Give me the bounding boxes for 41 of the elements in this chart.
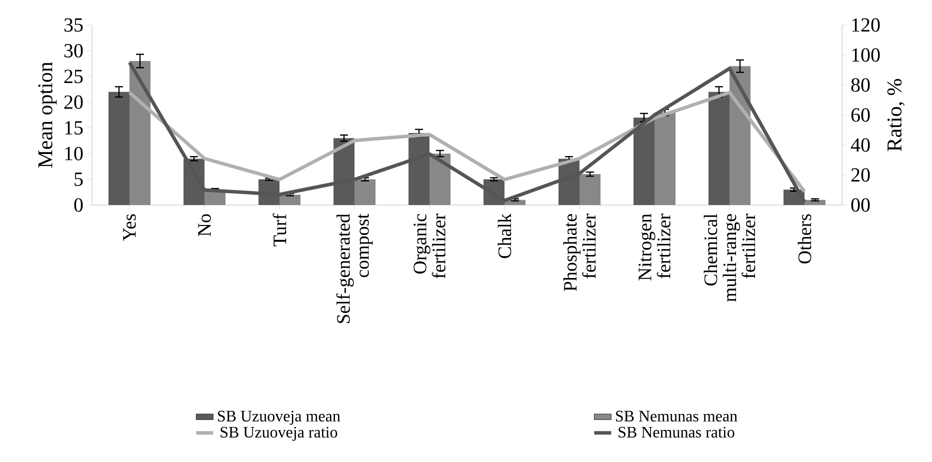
y2-axis-title: Ratio, % xyxy=(887,78,905,152)
y2-tick-label: 00 xyxy=(851,198,870,212)
y2-tick-label: 80 xyxy=(851,78,870,92)
y-tick-label: 5 xyxy=(74,172,83,186)
bar xyxy=(430,154,451,205)
legend-label: SB Uzuoveja mean xyxy=(218,410,340,425)
x-tick-label: Yes xyxy=(123,214,136,241)
y2-tick-label: 60 xyxy=(851,108,870,122)
bar xyxy=(130,61,150,205)
y-tick-label: 20 xyxy=(64,95,83,109)
x-tick-label: No xyxy=(198,214,211,236)
x-tick-label: Others xyxy=(798,214,812,264)
bar xyxy=(730,66,751,205)
y-tick-label: 25 xyxy=(64,70,83,84)
bar xyxy=(108,92,130,205)
bar xyxy=(580,174,601,205)
x-tick-label: Self-generated compost xyxy=(336,214,373,324)
bar xyxy=(708,92,730,205)
y2-tick-label: 100 xyxy=(852,48,880,62)
legend-label: SB Nemunas mean xyxy=(616,410,738,422)
x-tick-label: Chemical multi-range fertilizer xyxy=(704,214,756,302)
y2-tick-label: 20 xyxy=(851,168,870,182)
bar xyxy=(354,179,376,205)
y-tick-label: 0 xyxy=(74,198,83,212)
bar xyxy=(654,112,676,205)
legend-label: SB Uzuoveja ratio xyxy=(220,426,338,441)
y-tick-label: 30 xyxy=(64,44,83,58)
y-tick-label: 15 xyxy=(65,121,83,135)
y-tick-label: 10 xyxy=(65,146,83,160)
line-series xyxy=(128,90,806,194)
y-axis-title: Mean option xyxy=(38,62,57,168)
x-tick-label: Organic fertilizer xyxy=(414,214,446,278)
x-tick-label: Chalk xyxy=(498,214,512,258)
x-tick-label: Phosphate fertilizer xyxy=(563,214,596,292)
x-tick-label: Turf xyxy=(272,214,286,246)
bar xyxy=(280,194,301,205)
y2-tick-label: 40 xyxy=(850,138,870,152)
line-series xyxy=(128,60,806,204)
y-tick-label: 35 xyxy=(64,18,83,32)
legend-label: SB Nemunas ratio xyxy=(618,426,734,438)
y2-tick-label: 120 xyxy=(852,18,880,32)
